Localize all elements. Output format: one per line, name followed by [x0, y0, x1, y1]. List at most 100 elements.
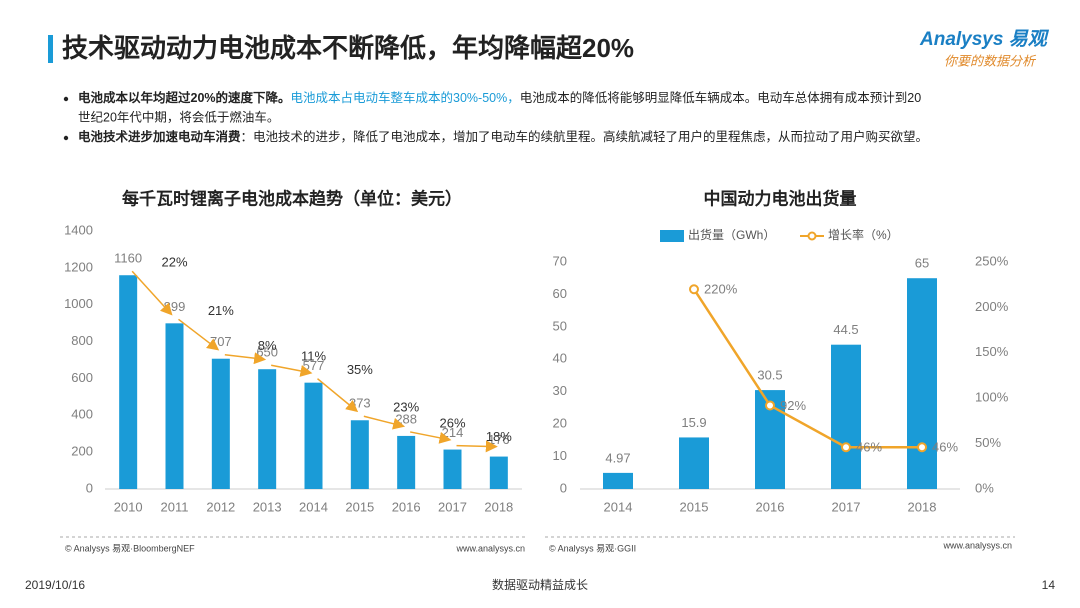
x-tick-label: 2016 — [392, 499, 421, 514]
y-tick-label: 40 — [553, 351, 567, 366]
annotation: 8% — [258, 338, 277, 353]
bar — [165, 323, 184, 489]
chart-title: 每千瓦时锂离子电池成本趋势（单位：美元） — [122, 188, 462, 208]
bullet-text: ：电池技术的进步，降低了电池成本，增加了电动车的续航里程。高续航减轻了用户的里程… — [241, 129, 929, 144]
chart-title: 中国动力电池出货量 — [704, 188, 857, 208]
x-tick-label: 2012 — [206, 499, 235, 514]
legend-swatch — [660, 230, 684, 242]
y-tick-label: 400 — [71, 407, 93, 422]
y2-tick-label: 200% — [975, 299, 1009, 314]
bullet-bold: 电池成本以年均超过20%的速度下降。 — [78, 90, 291, 105]
bar — [258, 369, 277, 489]
x-tick-label: 2018 — [908, 499, 937, 514]
bar — [603, 472, 633, 489]
footer-date: 2019/10/16 — [25, 578, 85, 592]
bar — [679, 437, 709, 489]
annotation: 22% — [161, 255, 187, 270]
value-label: 65 — [915, 256, 929, 271]
y-tick-label: 60 — [553, 286, 567, 301]
logo-slogan: 你要的数据分析 — [944, 53, 1037, 68]
bullet-dot — [63, 135, 69, 141]
y-tick-label: 1000 — [64, 296, 93, 311]
y2-tick-label: 150% — [975, 344, 1009, 359]
value-label: 373 — [349, 396, 371, 411]
bullet-bold: 电池技术进步加速电动车消费 — [78, 129, 241, 144]
bullet-text: 电池成本的降低将能够明显降低车辆成本。电动车总体拥有成本预计到20 — [520, 90, 921, 105]
y-tick-label: 70 — [553, 253, 567, 268]
x-tick-label: 2015 — [680, 499, 709, 514]
bar — [443, 449, 462, 489]
bullet-highlight: 电池成本占电动车整车成本的30%-50%， — [291, 90, 520, 105]
y2-tick-label: 100% — [975, 390, 1009, 405]
footer-slogan: 数据驱动精益成长 — [492, 577, 588, 592]
bar — [304, 382, 323, 489]
logo: Analysys 易观 — [919, 29, 1050, 50]
trend-arrow — [224, 352, 267, 365]
annotation: 11% — [301, 349, 326, 364]
value-label: 46% — [932, 440, 958, 455]
x-tick-label: 2018 — [484, 499, 513, 514]
y-tick-label: 600 — [71, 370, 93, 385]
x-tick-label: 2015 — [345, 499, 374, 514]
value-label: 15.9 — [681, 415, 706, 430]
website: www.analysys.cn — [455, 543, 525, 553]
x-tick-label: 2017 — [832, 499, 861, 514]
bar — [907, 278, 937, 489]
slide-title: 技术驱动动力电池成本不断降低，年均降幅超20% — [62, 33, 634, 63]
x-tick-label: 2010 — [114, 499, 143, 514]
bar — [831, 344, 861, 489]
bullet: 电池成本以年均超过20%的速度下降。电池成本占电动车整车成本的30%-50%，电… — [78, 90, 921, 105]
value-label: 220% — [704, 282, 738, 297]
line-point — [689, 284, 699, 295]
legend-label: 出货量（GWh） — [688, 227, 775, 242]
y-tick-label: 800 — [71, 333, 93, 348]
y-tick-label: 20 — [553, 416, 567, 431]
bar — [489, 456, 508, 489]
title-bar — [48, 35, 53, 63]
bar — [119, 275, 138, 489]
bar — [397, 435, 416, 489]
trend-arrow — [410, 431, 452, 444]
page-number: 14 — [1042, 578, 1056, 592]
value-label: 92% — [780, 398, 806, 413]
x-tick-label: 2011 — [161, 499, 189, 514]
trend-arrow — [363, 415, 406, 430]
line — [692, 288, 922, 449]
y-tick-label: 1400 — [64, 222, 93, 237]
value-label: 30.5 — [757, 368, 782, 383]
value-label: 1160 — [114, 251, 142, 266]
line-point — [765, 400, 775, 411]
annotation: 26% — [439, 415, 465, 430]
trend-arrow — [271, 364, 313, 377]
y-tick-label: 50 — [553, 318, 567, 333]
annotation: 18% — [486, 429, 512, 444]
bullet-dot — [63, 96, 69, 102]
trend-arrow — [131, 270, 173, 316]
annotation: 21% — [208, 303, 234, 318]
y-tick-label: 30 — [553, 383, 567, 398]
bullet-text: 世纪20年代中期，将会低于燃油车。 — [78, 109, 279, 124]
y-tick-label: 10 — [553, 448, 567, 463]
x-tick-label: 2016 — [756, 499, 785, 514]
trend-arrow — [178, 318, 220, 351]
x-tick-label: 2014 — [299, 499, 328, 514]
annotation: 35% — [347, 362, 373, 377]
value-label: 46% — [856, 440, 882, 455]
y2-tick-label: 250% — [975, 253, 1009, 268]
line-point — [917, 442, 927, 453]
value-label: 899 — [164, 299, 186, 314]
trend-arrow — [317, 378, 359, 413]
annotation: 23% — [393, 400, 419, 415]
value-label: 4.97 — [605, 450, 630, 465]
y-tick-label: 0 — [86, 480, 93, 495]
y-tick-label: 0 — [560, 480, 567, 495]
line-point — [841, 442, 851, 453]
y2-tick-label: 0% — [975, 480, 994, 495]
trend-arrow — [456, 440, 498, 453]
source: © Analysys 易观·BloombergNEF — [65, 543, 195, 553]
bullet: 电池技术进步加速电动车消费：电池技术的进步，降低了电池成本，增加了电动车的续航里… — [78, 129, 928, 144]
x-tick-label: 2014 — [604, 499, 633, 514]
website: www.analysys.cn — [942, 540, 1012, 550]
value-label: 44.5 — [833, 322, 858, 337]
